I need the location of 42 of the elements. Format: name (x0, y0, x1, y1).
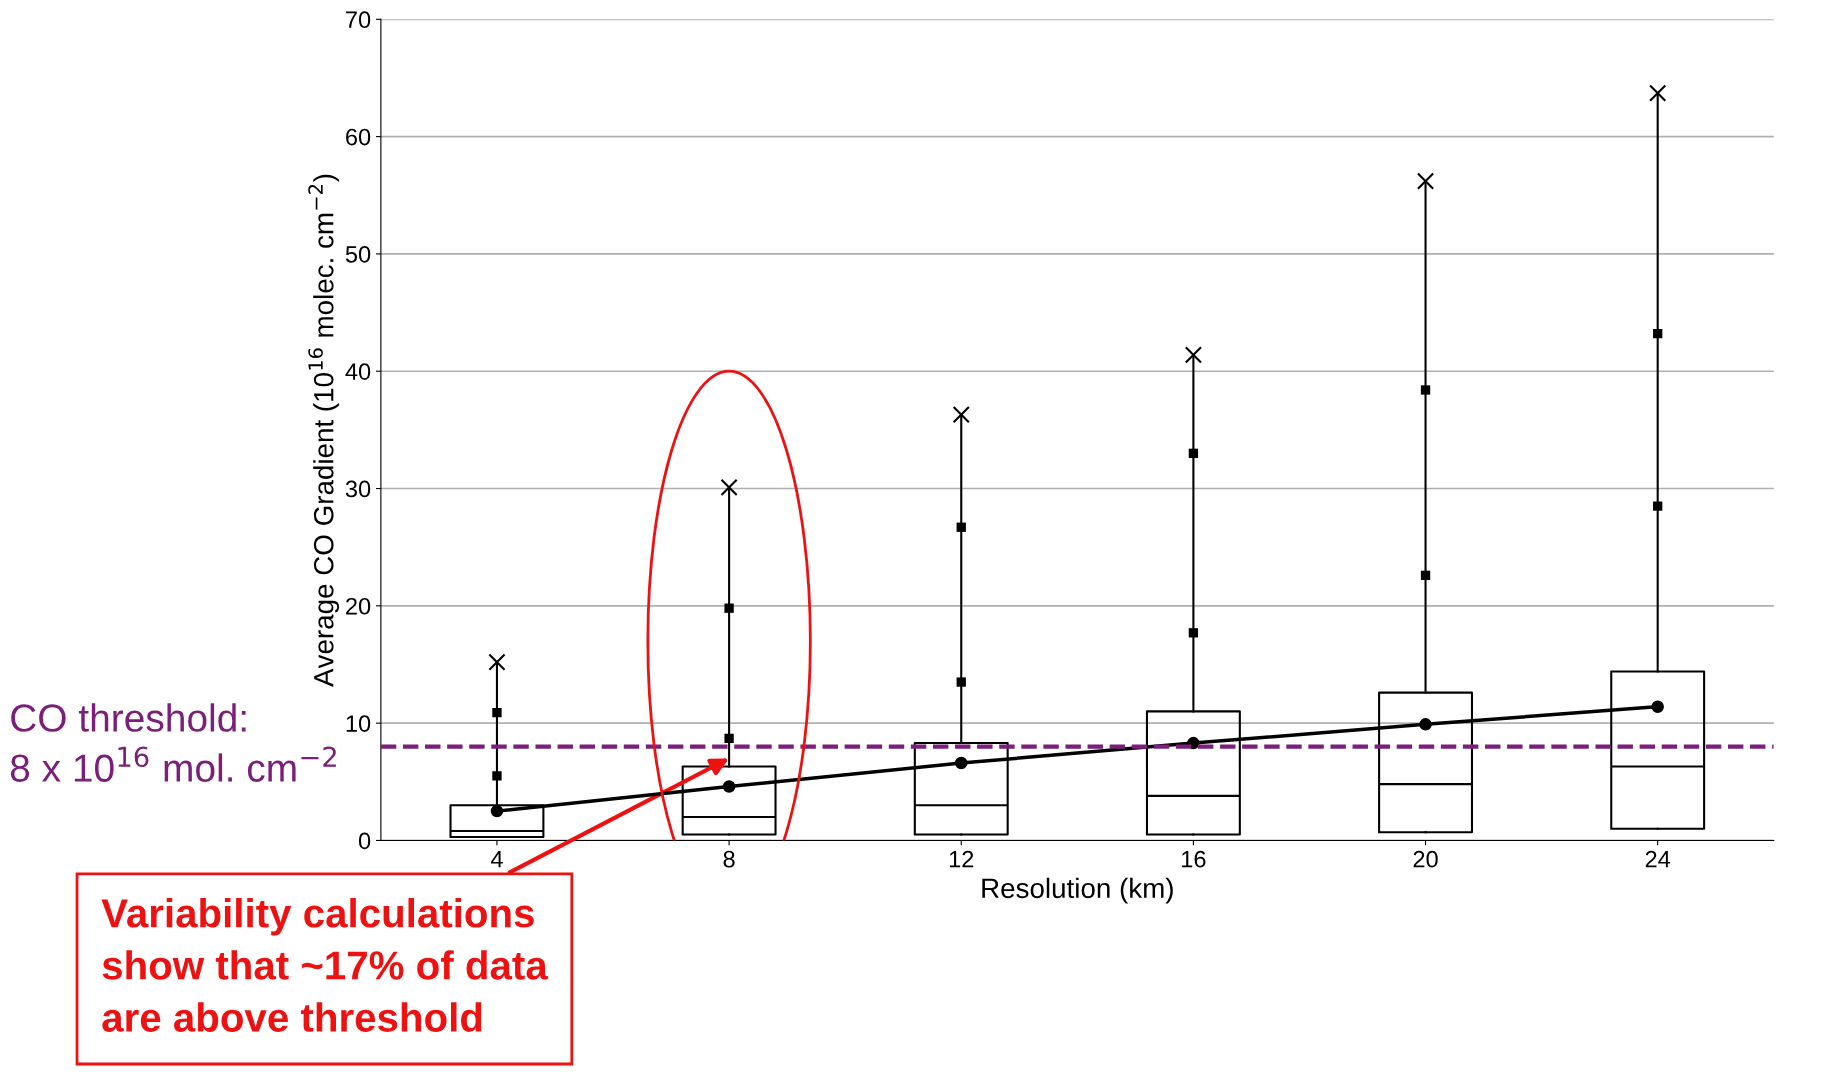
y-tick-label: 0 (358, 832, 371, 850)
x-axis-title: Resolution (km) (982, 877, 1173, 904)
x-tick-label: 4 (490, 851, 503, 868)
point (1188, 448, 1199, 458)
point (492, 771, 502, 781)
y-axis-title: Average CO Gradient (10$^{16}$ molec. cm$^{−2}$) (308, 174, 340, 687)
point (724, 733, 734, 744)
point (954, 756, 968, 770)
point (1420, 385, 1431, 395)
x-tick-label: 8 (723, 850, 735, 868)
point (1184, 346, 1203, 364)
point (722, 780, 736, 793)
point (720, 478, 738, 496)
point (488, 653, 506, 671)
annotation: Variability calculations show that ~17% of data are above threshold (101, 898, 548, 1032)
point (1188, 628, 1199, 638)
y-tick-label: 30 (345, 480, 371, 498)
y-tick-label: 70 (346, 11, 371, 29)
point (1649, 84, 1667, 102)
point (1419, 718, 1432, 731)
y-tick-label: 20 (346, 597, 371, 615)
point (1420, 570, 1431, 580)
point (1416, 172, 1435, 190)
point (1653, 501, 1663, 511)
point (956, 677, 966, 687)
y-tick-label: 60 (346, 128, 371, 146)
point (1653, 329, 1663, 339)
x-tick-label: 16 (1182, 850, 1206, 868)
x-tick-label: 20 (1413, 850, 1438, 868)
ref-line-label: CO threshold: 8 x 10$^{16}$ mol. cm$^{−2}$ (10, 703, 336, 782)
point (492, 707, 502, 718)
y-tick-label: 50 (345, 245, 371, 263)
point (956, 522, 966, 532)
x-tick-label: 12 (949, 850, 974, 868)
point (490, 804, 504, 818)
point (952, 405, 970, 424)
point (724, 603, 734, 613)
y-tick-label: 10 (346, 715, 371, 732)
point (1651, 700, 1664, 713)
point (1187, 736, 1200, 750)
y-tick-label: 40 (345, 363, 371, 381)
x-tick-label: 24 (1645, 850, 1671, 868)
